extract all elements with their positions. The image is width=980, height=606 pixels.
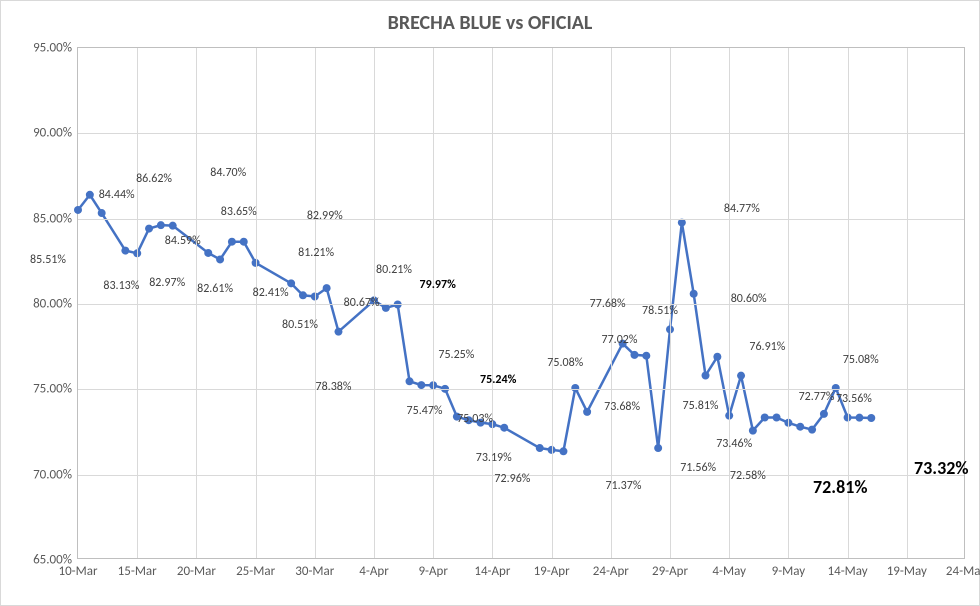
y-tick-label: 75.00% [33, 382, 72, 397]
gridline-h [78, 219, 964, 220]
series-marker [74, 206, 82, 214]
series-marker [500, 424, 508, 432]
series-marker [157, 221, 165, 229]
x-tick-label: 30-Mar [295, 564, 334, 579]
x-tick-label: 14-May [828, 564, 868, 579]
x-tick-label: 19-Apr [534, 564, 570, 579]
series-marker [406, 377, 414, 385]
series-marker [678, 219, 686, 227]
plot-area: 65.00%70.00%75.00%80.00%85.00%90.00%95.0… [77, 47, 965, 559]
x-tick-label: 9-May [772, 564, 806, 579]
x-tick-label: 9-Apr [418, 564, 447, 579]
series-marker [642, 352, 650, 360]
gridline-v [256, 48, 257, 558]
gridline-v [788, 48, 789, 558]
chart-container: BRECHA BLUE vs OFICIAL 65.00%70.00%75.00… [0, 0, 980, 606]
series-marker [453, 413, 461, 421]
series-marker [796, 423, 804, 431]
x-tick-label: 4-May [712, 564, 746, 579]
series-marker [820, 410, 828, 418]
series-marker [536, 444, 544, 452]
gridline-v [552, 48, 553, 558]
data-label: 85.51% [30, 253, 66, 267]
gridline-v [611, 48, 612, 558]
series-marker [808, 426, 816, 434]
x-tick-label: 20-Mar [177, 564, 216, 579]
series-marker [417, 381, 425, 389]
y-tick-label: 85.00% [33, 211, 72, 226]
x-tick-label: 24-May [946, 564, 980, 579]
gridline-v [907, 48, 908, 558]
series-marker [216, 255, 224, 263]
series-marker [713, 353, 721, 361]
gridline-v [492, 48, 493, 558]
gridline-v [315, 48, 316, 558]
x-tick-label: 29-Apr [652, 564, 688, 579]
series-marker [477, 419, 485, 427]
gridline-v [848, 48, 849, 558]
gridline-h [78, 475, 964, 476]
gridline-h [78, 389, 964, 390]
x-tick-label: 10-Mar [58, 564, 97, 579]
series-marker [299, 291, 307, 299]
gridline-h [78, 133, 964, 134]
series-marker [761, 413, 769, 421]
series-marker [121, 247, 129, 255]
gridline-v [670, 48, 671, 558]
series-marker [571, 384, 579, 392]
series-marker [145, 225, 153, 233]
series-marker [630, 351, 638, 359]
series-marker [619, 340, 627, 348]
x-tick-label: 4-Apr [359, 564, 388, 579]
series-marker [169, 222, 177, 230]
series-marker [204, 249, 212, 257]
series-marker [654, 444, 662, 452]
gridline-v [137, 48, 138, 558]
series-marker [382, 304, 390, 312]
series-marker [334, 328, 342, 336]
series-marker [559, 447, 567, 455]
series-marker [287, 279, 295, 287]
series-marker [228, 238, 236, 246]
series-marker [240, 238, 248, 246]
chart-title: BRECHA BLUE vs OFICIAL [1, 11, 979, 35]
x-tick-label: 15-Mar [118, 564, 157, 579]
series-marker [737, 372, 745, 380]
y-tick-label: 70.00% [33, 467, 72, 482]
x-tick-label: 19-May [887, 564, 927, 579]
y-tick-label: 95.00% [33, 41, 72, 56]
series-marker [86, 191, 94, 199]
series-marker [323, 284, 331, 292]
y-tick-label: 80.00% [33, 297, 72, 312]
series-marker [773, 413, 781, 421]
series-marker [98, 209, 106, 217]
series-marker [690, 290, 698, 298]
gridline-v [433, 48, 434, 558]
gridline-v [374, 48, 375, 558]
series-marker [583, 408, 591, 416]
gridline-v [196, 48, 197, 558]
series-marker [702, 372, 710, 380]
series-marker [832, 384, 840, 392]
gridline-h [78, 304, 964, 305]
series-marker [749, 427, 757, 435]
x-tick-label: 24-Apr [593, 564, 629, 579]
series-marker [867, 414, 875, 422]
x-tick-label: 25-Mar [236, 564, 275, 579]
gridline-v [729, 48, 730, 558]
series-marker [465, 416, 473, 424]
y-tick-label: 90.00% [33, 126, 72, 141]
series-marker [855, 414, 863, 422]
x-tick-label: 14-Apr [474, 564, 510, 579]
